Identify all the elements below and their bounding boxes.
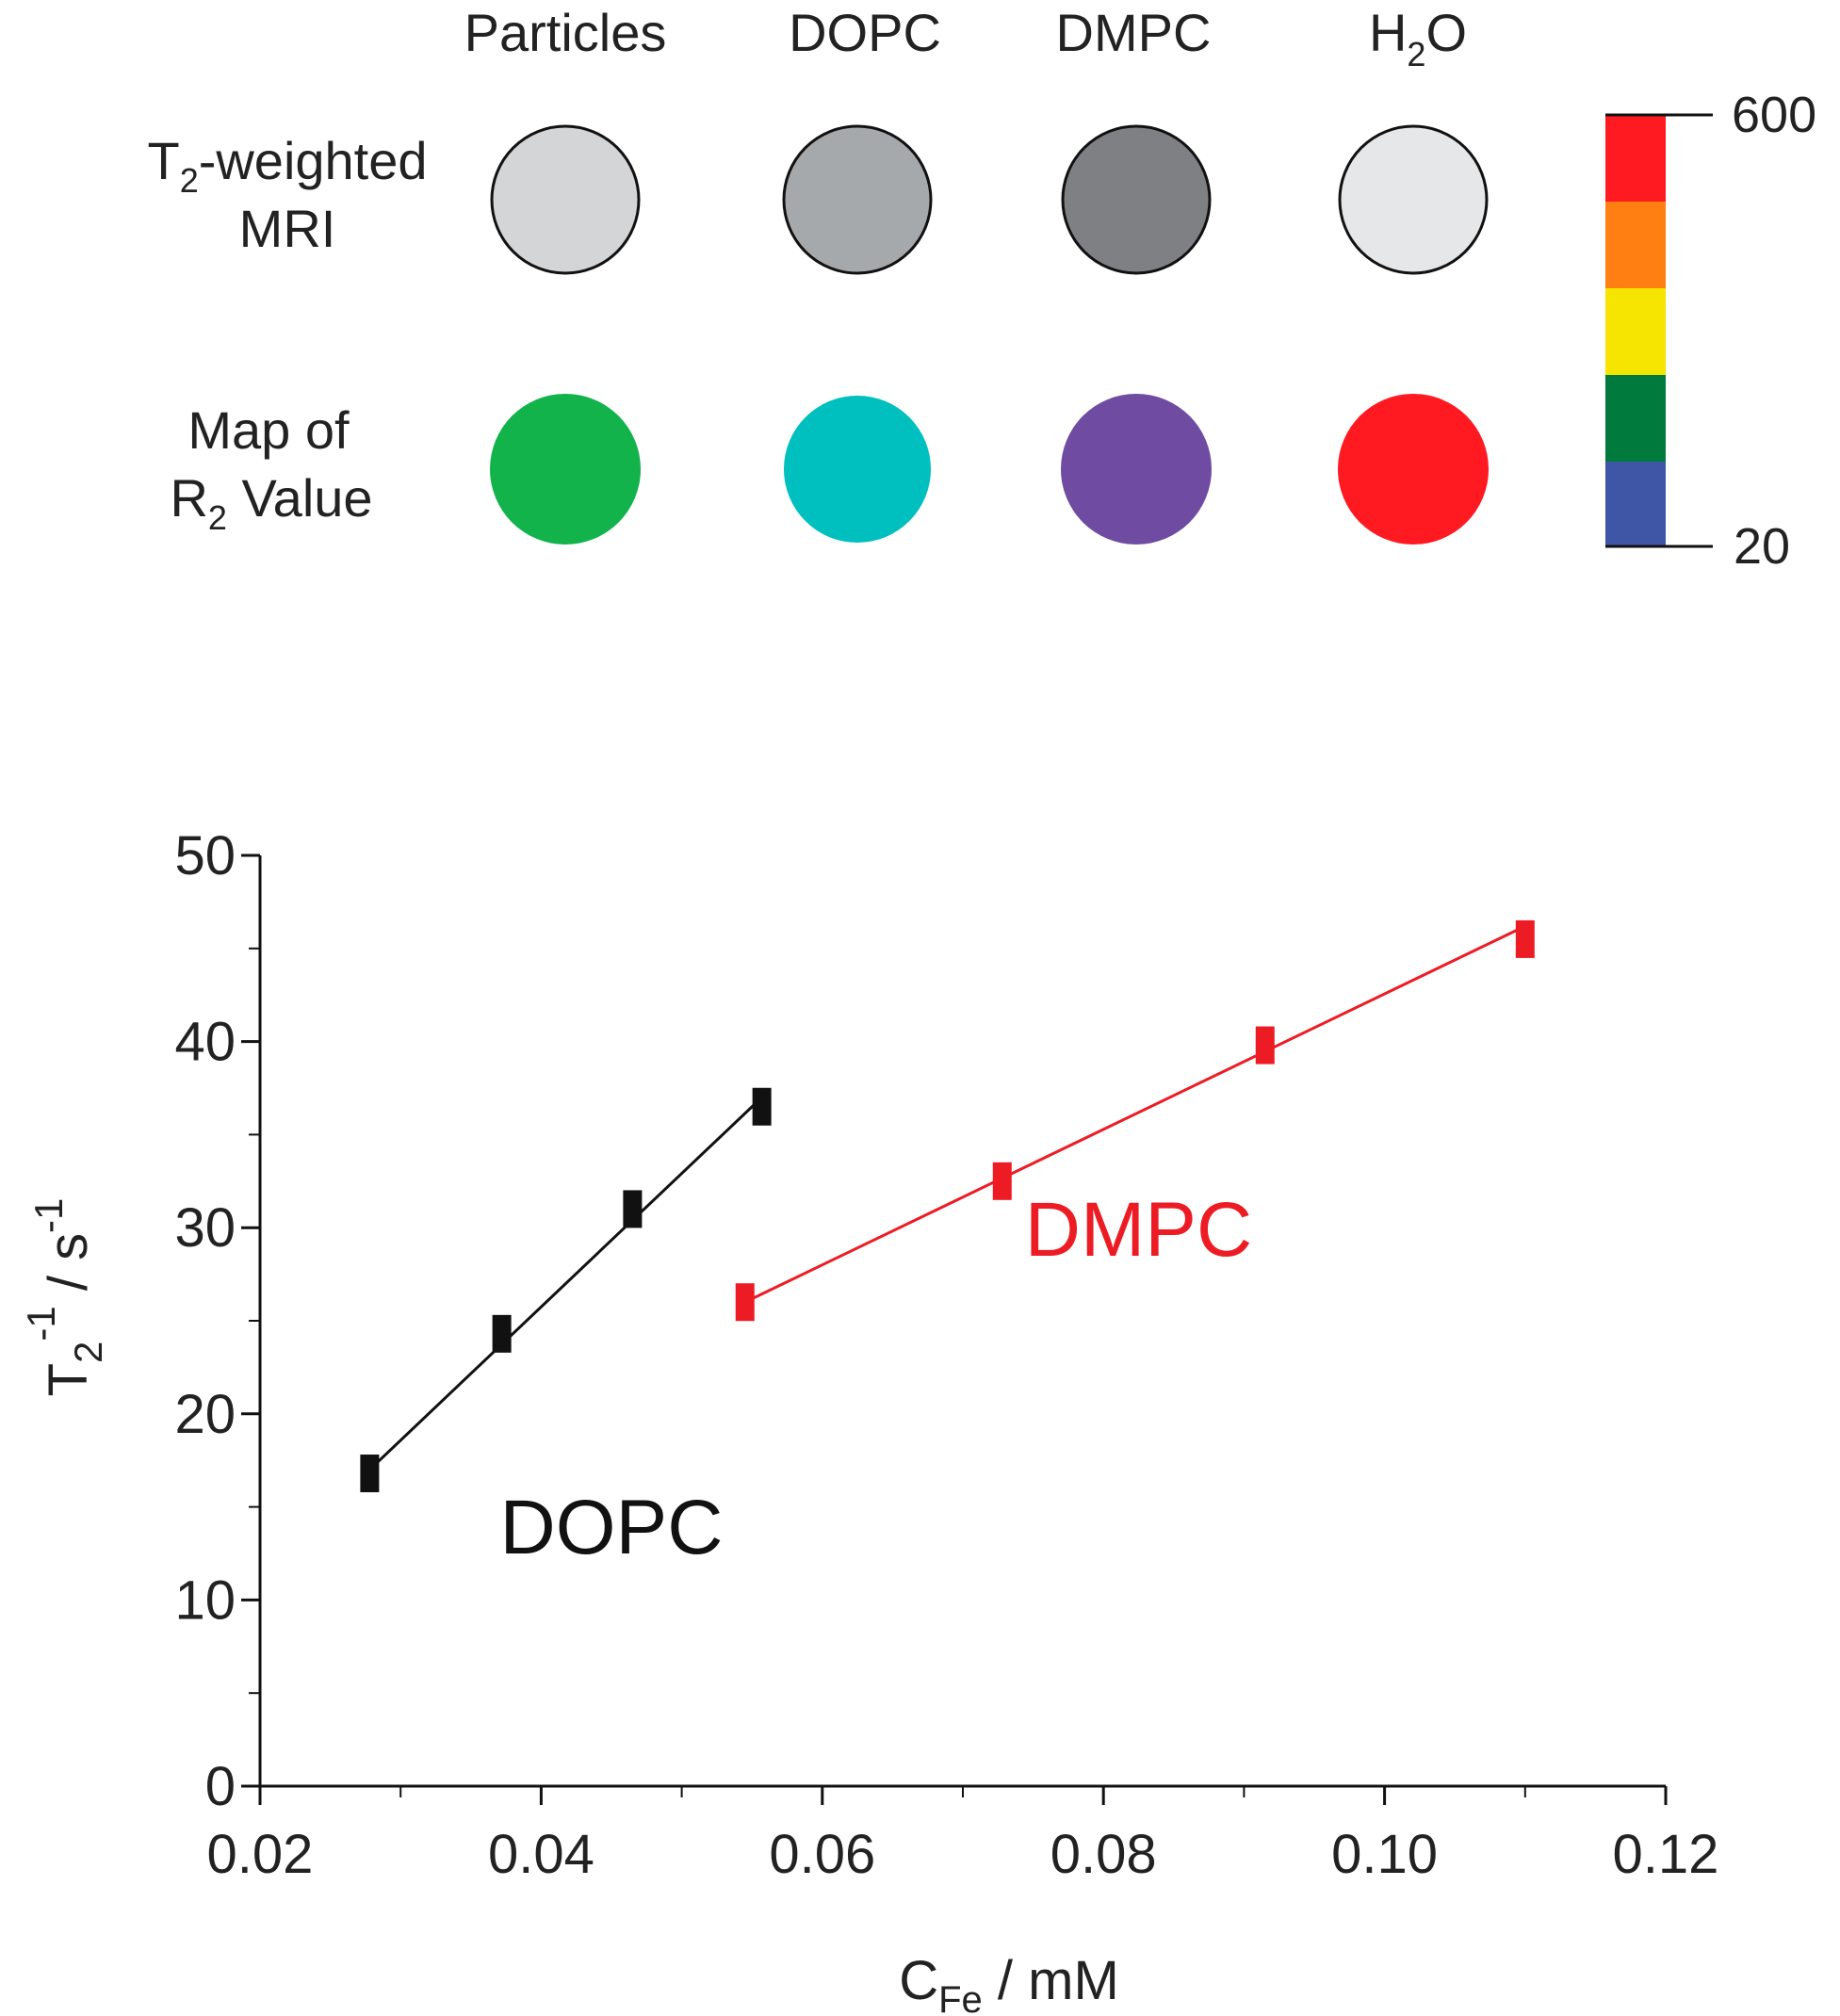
series-label-dopc: DOPC <box>500 1485 724 1570</box>
column-header-particles: Particles <box>464 3 667 62</box>
data-point-dopc <box>360 1455 380 1493</box>
r2-circle-dmpc <box>1061 394 1212 545</box>
x-axis: 0.02 0.04 0.06 0.08 0.10 0.12 <box>207 1784 1719 1885</box>
row-label-r2-line1: Map of <box>187 400 350 460</box>
mri-circle-particles <box>490 124 641 275</box>
y-tick-label: 40 <box>174 1012 236 1073</box>
data-point-dopc <box>492 1314 512 1353</box>
plot-series <box>360 919 1535 1493</box>
column-header-dopc: DOPC <box>789 3 941 62</box>
r2-circle-particles <box>490 394 641 545</box>
fit-line-dopc <box>368 1096 763 1471</box>
plot-annotations: DOPC DMPC <box>500 1187 1253 1570</box>
data-point-dmpc <box>1255 1026 1275 1065</box>
data-point-dmpc <box>1515 919 1535 958</box>
y-tick-label: 30 <box>174 1197 236 1259</box>
data-point-dmpc <box>735 1283 755 1322</box>
colorbar-segment-1 <box>1605 115 1666 202</box>
mri-circle-dmpc <box>1061 124 1212 275</box>
x-tick-label: 0.08 <box>1050 1824 1157 1885</box>
row-label-r2: Map of R2 Value <box>170 400 372 537</box>
series-label-dmpc: DMPC <box>1025 1187 1252 1273</box>
x-tick-label: 0.02 <box>207 1824 314 1885</box>
column-header-dmpc: DMPC <box>1056 3 1212 62</box>
row-label-mri-line1: T2-weighted <box>147 131 427 200</box>
colorbar-segment-3 <box>1605 288 1666 375</box>
x-tick-label: 0.10 <box>1331 1824 1438 1885</box>
y-tick-label: 10 <box>174 1569 236 1631</box>
colorbar-segment-4 <box>1605 375 1666 462</box>
colorbar-max-label: 600 <box>1732 87 1816 143</box>
data-point-dmpc <box>992 1162 1012 1200</box>
data-point-dopc <box>752 1087 772 1126</box>
mri-circle-h2o <box>1338 124 1489 275</box>
y-tick-label: 0 <box>205 1756 236 1817</box>
fit-line-dmpc <box>744 924 1526 1304</box>
row-label-mri-line2: MRI <box>239 199 336 258</box>
column-headers: Particles DOPC DMPC H2O <box>464 3 1467 73</box>
data-point-dopc <box>623 1190 643 1228</box>
x-tick-label: 0.12 <box>1613 1824 1719 1885</box>
r2-circle-h2o <box>1338 394 1489 545</box>
r2-circle-dopc <box>784 396 931 543</box>
chart: 0.02 0.04 0.06 0.08 0.10 0.12 0 10 20 30 40 50 DOP… <box>19 825 1718 2016</box>
y-axis: 0 10 20 30 40 50 <box>174 825 262 1817</box>
y-tick-label: 20 <box>174 1384 236 1445</box>
mri-circle-dopc <box>782 124 933 275</box>
y-axis-title: T2-1 / s-1 <box>19 1198 110 1397</box>
colorbar-min-label: 20 <box>1734 518 1790 575</box>
colorbar: 600 20 <box>1605 87 1816 575</box>
r2-circles <box>490 394 1489 545</box>
colorbar-segment-5 <box>1605 462 1666 546</box>
mri-circles <box>490 124 1489 275</box>
x-tick-label: 0.04 <box>488 1824 594 1885</box>
row-label-r2-line2: R2 Value <box>170 468 372 537</box>
colorbar-segment-2 <box>1605 202 1666 288</box>
row-label-mri: T2-weighted MRI <box>147 131 427 258</box>
x-axis-title: CFe / mM <box>899 1950 1119 2016</box>
x-tick-label: 0.06 <box>769 1824 875 1885</box>
y-tick-label: 50 <box>174 825 236 886</box>
column-header-h2o: H2O <box>1369 3 1467 73</box>
